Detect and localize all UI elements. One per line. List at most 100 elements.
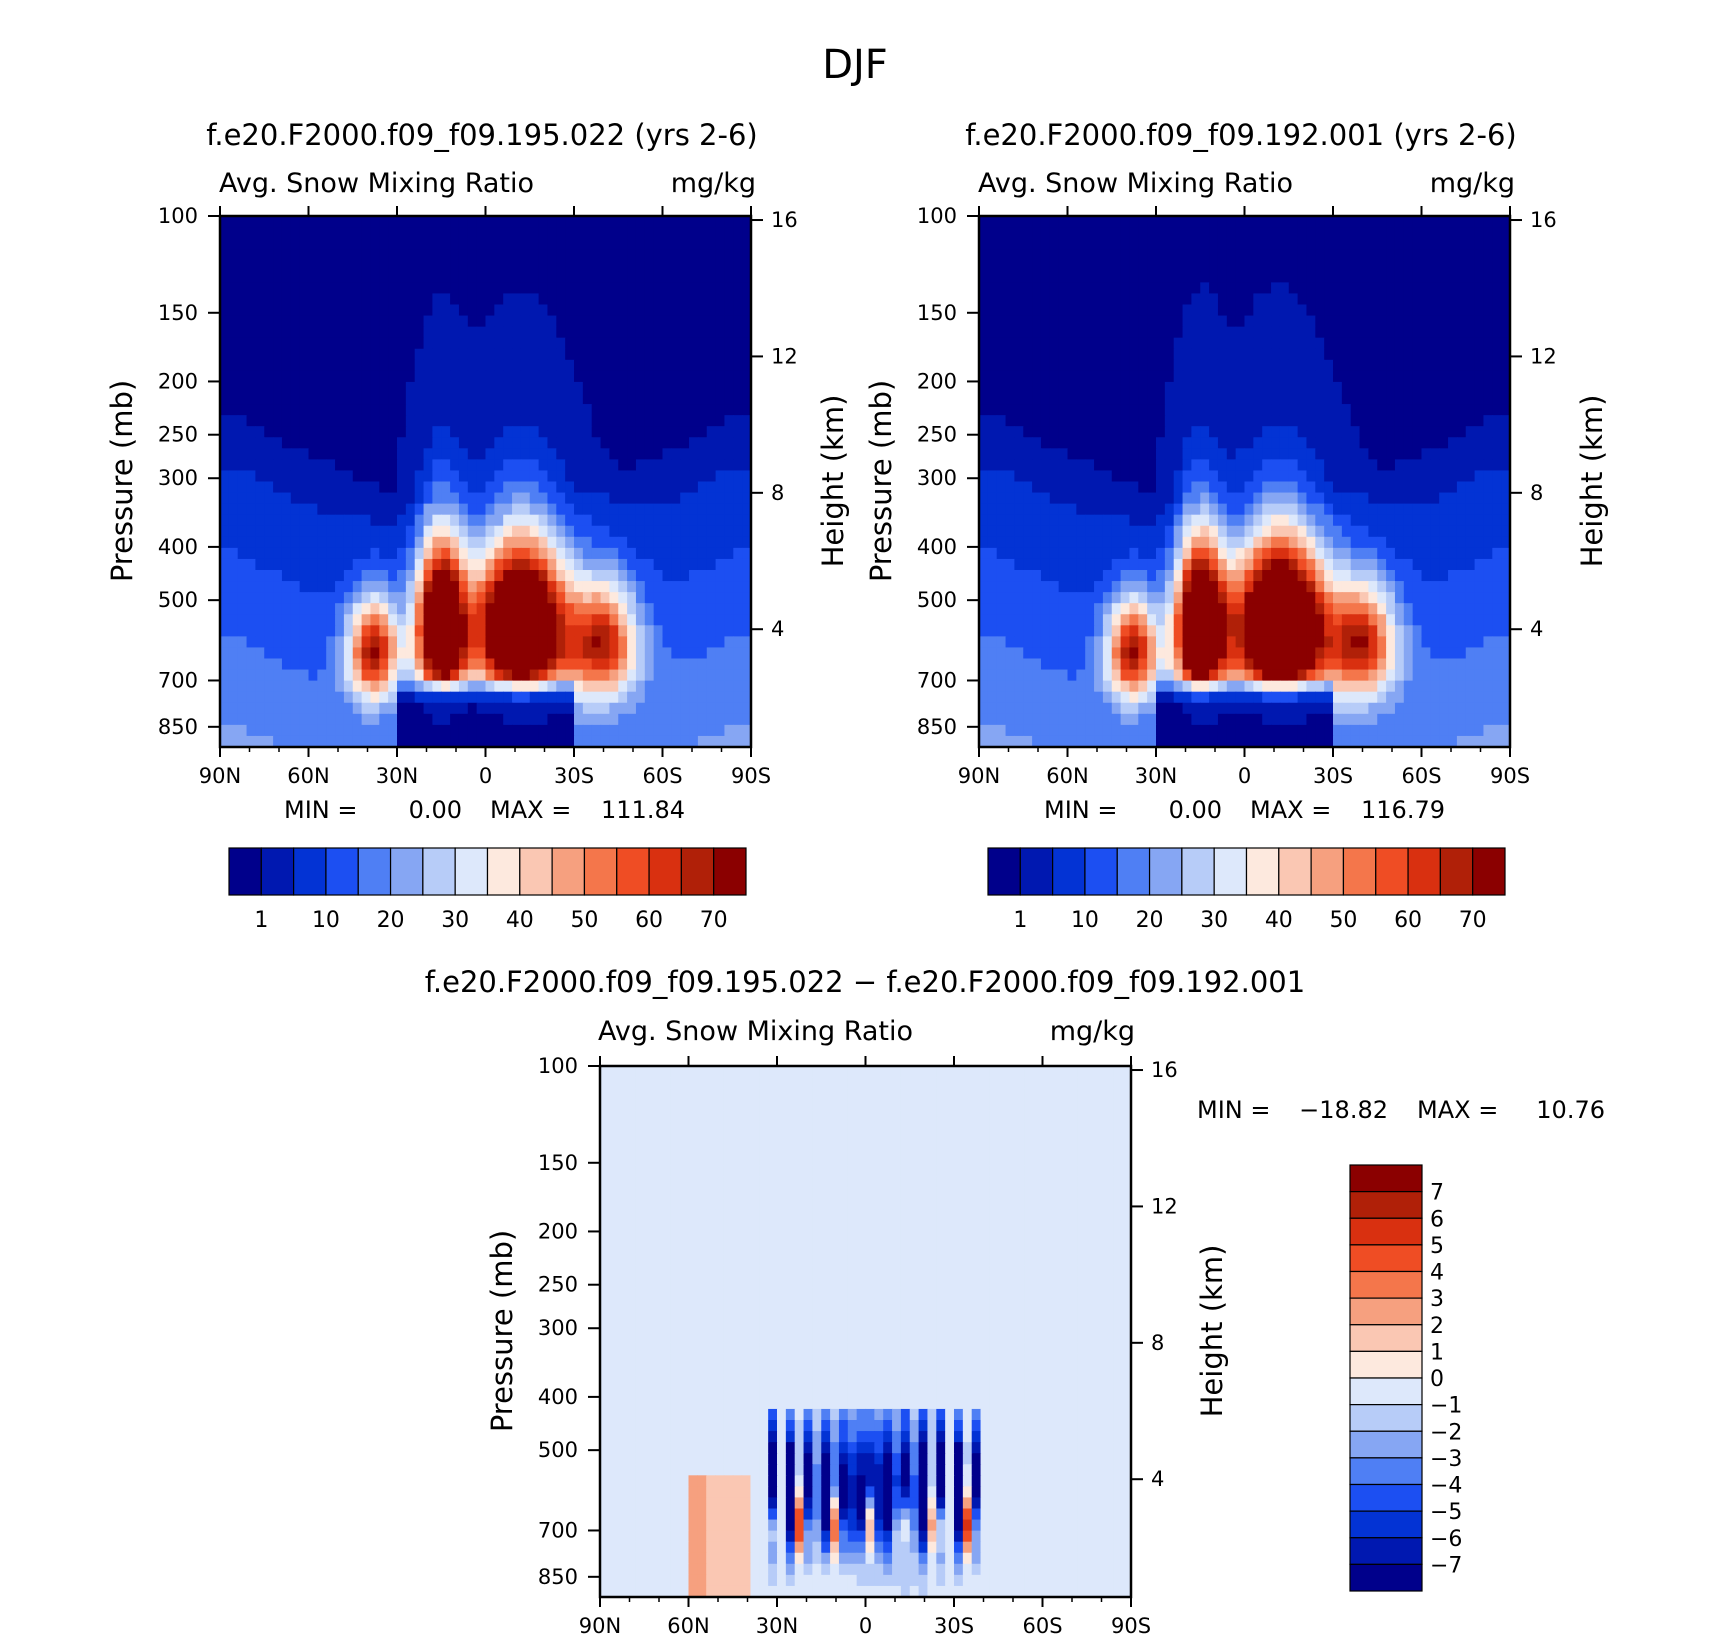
heatmap-cell [273, 735, 283, 748]
heatmap-cell [281, 437, 292, 449]
heatmap-cell [290, 669, 301, 682]
heatmap-cell [582, 570, 593, 582]
heatmap-cell [1350, 492, 1361, 505]
heatmap-cell [494, 735, 504, 748]
heatmap-cell [1235, 459, 1246, 472]
heatmap-cell [1377, 536, 1387, 549]
heatmap-cell [1368, 503, 1378, 516]
heatmap-cell [706, 570, 717, 582]
heatmap-cell [662, 271, 672, 283]
heatmap-cell [1111, 481, 1122, 494]
y-tick-label: 500 [158, 588, 198, 612]
heatmap-cell [432, 570, 442, 582]
heatmap-cell [1253, 404, 1263, 416]
heatmap-cell [1191, 558, 1201, 571]
heatmap-cell [1005, 503, 1015, 516]
heatmap-cell [1456, 326, 1467, 339]
heatmap-cell [1456, 315, 1467, 328]
heatmap-cell [1324, 503, 1334, 516]
heatmap-cell [335, 304, 345, 317]
heatmap-cell [1421, 448, 1431, 460]
heatmap-cell [582, 393, 593, 405]
heatmap-cell [1333, 315, 1343, 328]
heatmap-cell [987, 459, 998, 472]
heatmap-cell [1040, 514, 1051, 527]
heatmap-cell [1421, 492, 1431, 505]
heatmap-cell [1120, 271, 1131, 283]
heatmap-cell [1377, 570, 1387, 582]
heatmap-cell [1439, 293, 1449, 306]
heatmap-cell [715, 547, 726, 560]
heatmap-cell [1182, 581, 1192, 593]
heatmap-cell [308, 216, 318, 228]
heatmap-cell [1492, 415, 1502, 427]
heatmap-cell [1067, 459, 1077, 472]
heatmap-cell [405, 536, 416, 549]
heatmap-cell [1147, 525, 1157, 538]
heatmap-cell [547, 415, 557, 427]
heatmap-cell [1421, 249, 1431, 261]
heatmap-cell [1394, 227, 1405, 239]
heatmap-cell [987, 536, 998, 549]
heatmap-cell [1492, 547, 1502, 560]
heatmap-cell [361, 459, 372, 472]
panel-1-min-label: MIN = [284, 796, 357, 824]
heatmap-cell [662, 581, 672, 593]
heatmap-cell [1341, 249, 1352, 261]
heatmap-cell [317, 636, 327, 649]
heatmap-cell [538, 304, 549, 317]
heatmap-cell [343, 271, 354, 283]
heatmap-cell [689, 326, 699, 339]
heatmap-cell [1492, 393, 1502, 405]
heatmap-cell [1262, 481, 1272, 494]
heatmap-cell [996, 315, 1007, 328]
heatmap-cell [432, 216, 442, 228]
heatmap-cell [697, 381, 708, 394]
heatmap-cell [388, 370, 398, 383]
heatmap-cell [609, 492, 619, 505]
heatmap-cell [1288, 381, 1299, 394]
heatmap-cell [1217, 370, 1228, 383]
heatmap-cell [547, 293, 557, 306]
heatmap-cell [1032, 216, 1042, 228]
heatmap-cell [996, 525, 1007, 538]
heatmap-cell [582, 735, 593, 748]
heatmap-cell [1448, 260, 1458, 272]
heatmap-cell [1129, 249, 1139, 261]
heatmap-cell [1182, 381, 1192, 394]
heatmap-cell [370, 625, 380, 637]
heatmap-cell [1271, 481, 1281, 494]
colorbar-swatch [551, 847, 586, 896]
heatmap-cell [370, 404, 380, 416]
heatmap-cell [582, 381, 593, 394]
heatmap-cell [273, 514, 283, 527]
heatmap-cell [450, 570, 460, 582]
heatmap-cell [1483, 503, 1493, 516]
heatmap-cell [538, 348, 549, 361]
heatmap-cell [343, 724, 354, 737]
heatmap-cell [538, 448, 549, 460]
heatmap-cell [706, 470, 717, 483]
heatmap-cell [450, 625, 460, 637]
heatmap-cell [706, 271, 717, 283]
heatmap-cell [1421, 381, 1431, 394]
heatmap-cell [361, 426, 372, 438]
heatmap-cell [228, 702, 239, 715]
heatmap-cell [317, 326, 327, 339]
heatmap-cell [1474, 326, 1485, 339]
heatmap-cell [1465, 337, 1476, 350]
heatmap-cell [733, 359, 743, 372]
heatmap-cell [397, 326, 407, 339]
heatmap-cell [326, 680, 336, 693]
heatmap-cell [503, 481, 513, 494]
heatmap-cell [343, 448, 354, 460]
heatmap-cell [1279, 492, 1290, 505]
heatmap-cell [1094, 393, 1104, 405]
heatmap-cell [742, 359, 752, 372]
heatmap-cell [1439, 315, 1449, 328]
heatmap-cell [529, 614, 540, 626]
heatmap-cell [485, 713, 495, 726]
heatmap-cell [635, 636, 646, 649]
heatmap-cell [1439, 348, 1449, 361]
heatmap-cell [343, 415, 354, 427]
